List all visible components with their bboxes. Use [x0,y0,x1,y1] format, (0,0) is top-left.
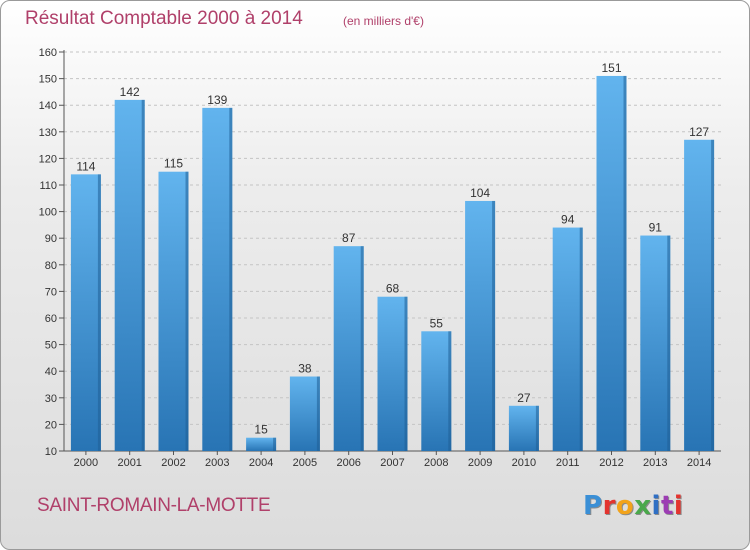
value-label: 27 [517,391,531,405]
bar [158,171,189,451]
x-tick-label: 2001 [117,457,141,469]
bar-shade [623,75,627,451]
bar [508,405,539,451]
value-label: 94 [561,213,575,227]
bar [70,174,101,452]
value-label: 87 [342,231,356,245]
y-tick-label: 140 [39,100,57,112]
x-tick-label: 2007 [380,457,404,469]
bar [377,296,408,451]
y-tick-label: 120 [39,153,57,165]
y-tick-label: 60 [45,313,57,325]
chart-unit: (en milliers d'€) [343,14,424,28]
x-tick-label: 2004 [249,457,273,469]
bar-shade [579,227,583,451]
bar-shade [667,235,671,451]
bar [246,437,277,451]
bar [202,107,233,452]
bar-shade [273,437,277,451]
value-label: 68 [386,282,400,296]
x-tick-label: 2009 [468,457,492,469]
bar-shade [141,99,145,451]
x-tick-label: 2011 [556,457,580,469]
y-tick-label: 150 [39,74,57,86]
x-tick-label: 2003 [205,457,229,469]
bar-shade [316,376,320,451]
bar [640,235,671,451]
bar-shade [360,246,364,451]
x-tick-label: 2010 [512,457,536,469]
y-tick-label: 30 [45,393,57,405]
bar [596,75,627,451]
bar-shade [535,405,539,451]
x-tick-label: 2006 [336,457,360,469]
value-label: 91 [649,221,663,235]
y-tick-label: 100 [39,207,57,219]
value-label: 127 [689,125,709,139]
bar-shade [711,139,715,451]
labels: 10 20 30 40 50 60 70 80 90 100 110 120 130 140 150 160 1… [39,47,712,469]
bar-shade [404,296,408,451]
x-tick-label: 2014 [687,457,711,469]
bar-shade [492,200,496,451]
value-label: 38 [298,362,312,376]
bar [465,200,496,451]
bar [684,139,715,451]
value-label: 139 [207,93,227,107]
chart-title: Résultat Comptable 2000 à 2014 [25,8,303,29]
bar [552,227,583,451]
y-tick-label: 40 [45,366,57,378]
bar [333,246,364,451]
value-label: 142 [120,85,140,99]
x-tick-label: 2000 [74,457,98,469]
bar-shade [448,331,452,451]
y-tick-label: 80 [45,260,57,272]
y-tick-label: 50 [45,340,57,352]
bar [289,376,320,451]
value-label: 115 [164,157,183,171]
value-label: 55 [430,316,444,330]
bar-shade [229,107,233,452]
x-tick-label: 2005 [293,457,317,469]
y-tick-label: 110 [39,180,57,192]
bars [70,75,715,452]
x-tick-label: 2013 [643,457,667,469]
commune-name: SAINT-ROMAIN-LA-MOTTE [37,495,271,516]
proxiti-logo: Proxiti [583,491,684,521]
value-label: 104 [470,186,490,200]
value-label: 151 [601,61,621,75]
x-tick-label: 2012 [599,457,623,469]
x-tick-label: 2002 [161,457,185,469]
bar-shade [185,171,189,451]
y-tick-label: 160 [39,47,57,59]
y-tick-label: 20 [45,419,57,431]
y-tick-label: 70 [45,286,57,298]
y-tick-label: 130 [39,127,57,139]
value-label: 114 [76,159,95,173]
y-tick-label: 90 [45,233,57,245]
y-tick-label: 10 [45,446,57,458]
bar-shade [97,174,101,452]
value-label: 15 [254,423,268,437]
x-tick-label: 2008 [424,457,448,469]
bar [421,331,452,451]
bar [114,99,145,451]
